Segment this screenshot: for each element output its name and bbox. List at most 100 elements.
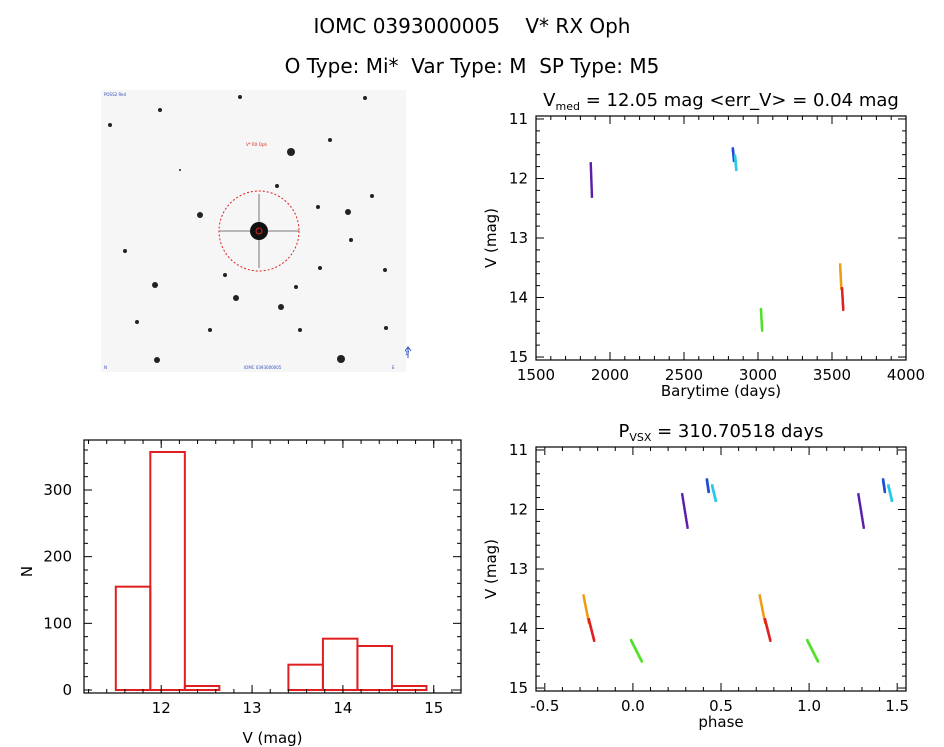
phased-point-g1b	[857, 495, 861, 499]
phased-point-g3	[629, 638, 633, 642]
lightcurve-point-group3	[760, 315, 763, 319]
lightcurve-point-group4a	[839, 270, 842, 274]
phased-ytick-label: 14	[509, 620, 528, 638]
phased-plot: -0.5 0.0 0.5 1.0 1.5 11 12 13 14 15 phase V (mag) PV…	[482, 421, 909, 731]
star	[154, 357, 160, 363]
lightcurve-point-group4a	[839, 277, 843, 281]
star	[179, 169, 181, 171]
lightcurve-ytick-label: 14	[509, 289, 528, 307]
phased-frame	[535, 446, 907, 692]
target-marker	[255, 227, 263, 235]
star	[345, 209, 351, 215]
phased-point-g1b	[858, 500, 861, 504]
phased-point-g4a	[582, 594, 585, 598]
phased-point-g1	[685, 518, 688, 522]
star	[223, 273, 227, 277]
phased-point-g4b2	[765, 624, 768, 628]
lightcurve-ytick-label: 15	[509, 348, 528, 366]
histogram-xtick-label: 13	[243, 699, 262, 717]
phased-point-g1b	[859, 508, 863, 512]
lightcurve-point-group1	[589, 167, 593, 171]
phased-point-g3	[630, 640, 634, 644]
lightcurve-point-group1	[590, 194, 594, 198]
lightcurve-point-group1	[590, 177, 593, 181]
star	[108, 123, 112, 127]
star	[158, 108, 162, 112]
aperture-circle	[218, 190, 300, 272]
lightcurve-point-group1	[590, 182, 593, 186]
star	[275, 184, 279, 188]
phased-point-g4b	[588, 622, 592, 626]
phased-point-g4a	[585, 608, 588, 612]
lightcurve-point-group4b	[841, 298, 844, 302]
star	[294, 285, 298, 289]
lightcurve-point-group1	[590, 184, 593, 188]
star	[318, 266, 322, 270]
lightcurve-xtick-label: 4000	[887, 366, 925, 384]
phased-point-g4b2	[765, 626, 769, 630]
lightcurve-point-group2b	[735, 168, 738, 172]
lightcurve-point-group4a	[839, 274, 842, 278]
phased-point-g1	[684, 513, 687, 517]
phased-point-g1b	[862, 525, 865, 529]
phased-point-g1	[684, 515, 688, 519]
image-corner-label-bl: N	[104, 365, 107, 370]
phased-point-g3b	[816, 659, 820, 663]
phased-point-g4a2	[761, 608, 764, 612]
phased-ylabel: V (mag)	[482, 539, 500, 599]
phased-point-g3b	[815, 658, 819, 662]
lightcurve-point-group1	[590, 187, 593, 191]
lightcurve-point-group4b	[841, 303, 845, 307]
phased-point-g3	[638, 656, 642, 660]
image-corner-label-bottom: IOMC 0393000005	[244, 365, 282, 370]
star	[363, 96, 367, 100]
star	[278, 304, 284, 310]
phased-point-g4a2	[758, 596, 762, 600]
phased-ytick-label: 15	[509, 679, 528, 697]
lightcurve-point-group3	[760, 325, 764, 329]
phased-point-g3b	[814, 654, 817, 658]
phased-point-g3	[634, 648, 638, 652]
lightcurve-point-group4b	[841, 301, 845, 305]
lightcurve-xtick-label: 2000	[591, 366, 629, 384]
phased-point-g1b	[858, 503, 862, 507]
phased-point-g1b	[860, 515, 864, 519]
phased-point-g4a	[586, 614, 589, 618]
histogram-plot: 12 13 14 15 0 100 200 300 V (mag) N	[18, 439, 462, 747]
lightcurve-point-group4b	[841, 299, 844, 303]
lightcurve-point-group4b	[841, 295, 844, 299]
lightcurve-point-group4a	[840, 285, 843, 289]
star	[238, 95, 242, 99]
phased-point-g4b	[591, 632, 594, 636]
histogram-ytick-label: 0	[62, 681, 72, 699]
lightcurve-point-group1	[589, 162, 592, 166]
star	[349, 238, 353, 242]
phased-point-g3b	[812, 651, 816, 655]
lightcurve-ylabel: V (mag)	[482, 208, 500, 268]
star	[135, 320, 139, 324]
lightcurve-point-group4a	[839, 283, 843, 287]
lightcurve-point-group4a	[839, 281, 843, 285]
phased-point-g1	[681, 498, 685, 502]
lightcurve-xtick-label: 2500	[665, 366, 703, 384]
phased-point-g1b	[860, 513, 863, 517]
phased-point-g4b2	[763, 618, 767, 622]
phased-point-g3	[633, 645, 636, 649]
lightcurve-point-group1	[589, 169, 593, 173]
histogram-ylabel: N	[18, 566, 36, 577]
lightcurve-point-group4a	[839, 265, 842, 269]
phased-point-g4b2	[767, 632, 770, 636]
phased-point-g3	[635, 650, 639, 654]
phased-point-g4b2	[764, 619, 767, 623]
phased-point-g2b	[714, 499, 717, 503]
phased-point-g4b2	[764, 621, 768, 625]
phased-point-g1	[686, 525, 689, 529]
phased-point-g4b2	[767, 634, 771, 638]
phased-point-g4a	[582, 596, 586, 600]
lightcurve-xtick-label: 1500	[517, 366, 555, 384]
phased-point-g4b	[589, 626, 593, 630]
phased-point-g4a2	[760, 604, 763, 608]
phased-point-g4b	[588, 619, 591, 623]
phased-point-g4b	[589, 624, 592, 628]
